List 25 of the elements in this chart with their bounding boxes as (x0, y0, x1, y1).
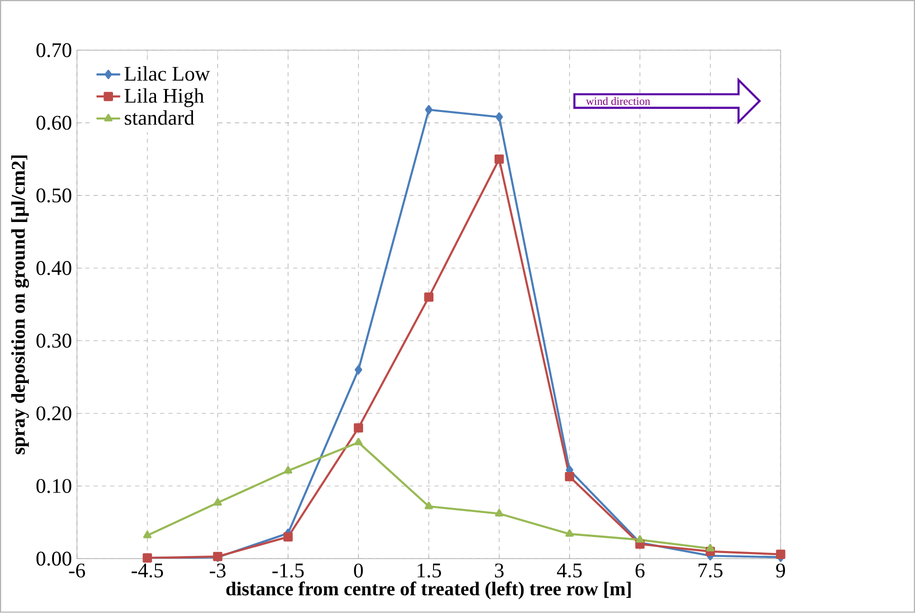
x-tick-label: 4.5 (556, 564, 582, 578)
y-tick-label: 0.60 (36, 116, 72, 130)
x-tick-label: -4.5 (132, 564, 163, 578)
x-tick-label: 9 (776, 564, 786, 578)
legend-label: Lilac Low (124, 66, 210, 81)
y-tick-label: 0.50 (36, 188, 72, 203)
y-tick-label: 0.10 (36, 479, 72, 494)
x-tick-label: 6 (636, 564, 645, 578)
legend-label: Lila High (124, 88, 204, 108)
y-tick-label: 0.30 (36, 334, 72, 348)
annotation: wind direction (586, 97, 650, 106)
x-tick-label: 7.5 (698, 564, 722, 578)
y-tick-label: 0.00 (36, 552, 72, 566)
y-axis-title: spray deposition on ground [µl/cm2] (11, 156, 29, 454)
x-tick-label: 0 (354, 564, 363, 578)
x-tick-label: -6 (69, 564, 86, 578)
x-tick-label: 3 (494, 564, 504, 578)
x-tick-label: 1.5 (418, 564, 441, 578)
x-tick-label: -1.5 (272, 564, 304, 578)
y-tick-label: 0.70 (36, 43, 72, 58)
legend-label: standard (124, 110, 194, 126)
x-axis-title: distance from centre of treated (left) tree row [m] (226, 582, 631, 600)
x-tick-label: -3 (210, 564, 226, 578)
y-tick-label: 0.40 (36, 261, 72, 276)
y-tick-label: 0.20 (36, 406, 72, 421)
